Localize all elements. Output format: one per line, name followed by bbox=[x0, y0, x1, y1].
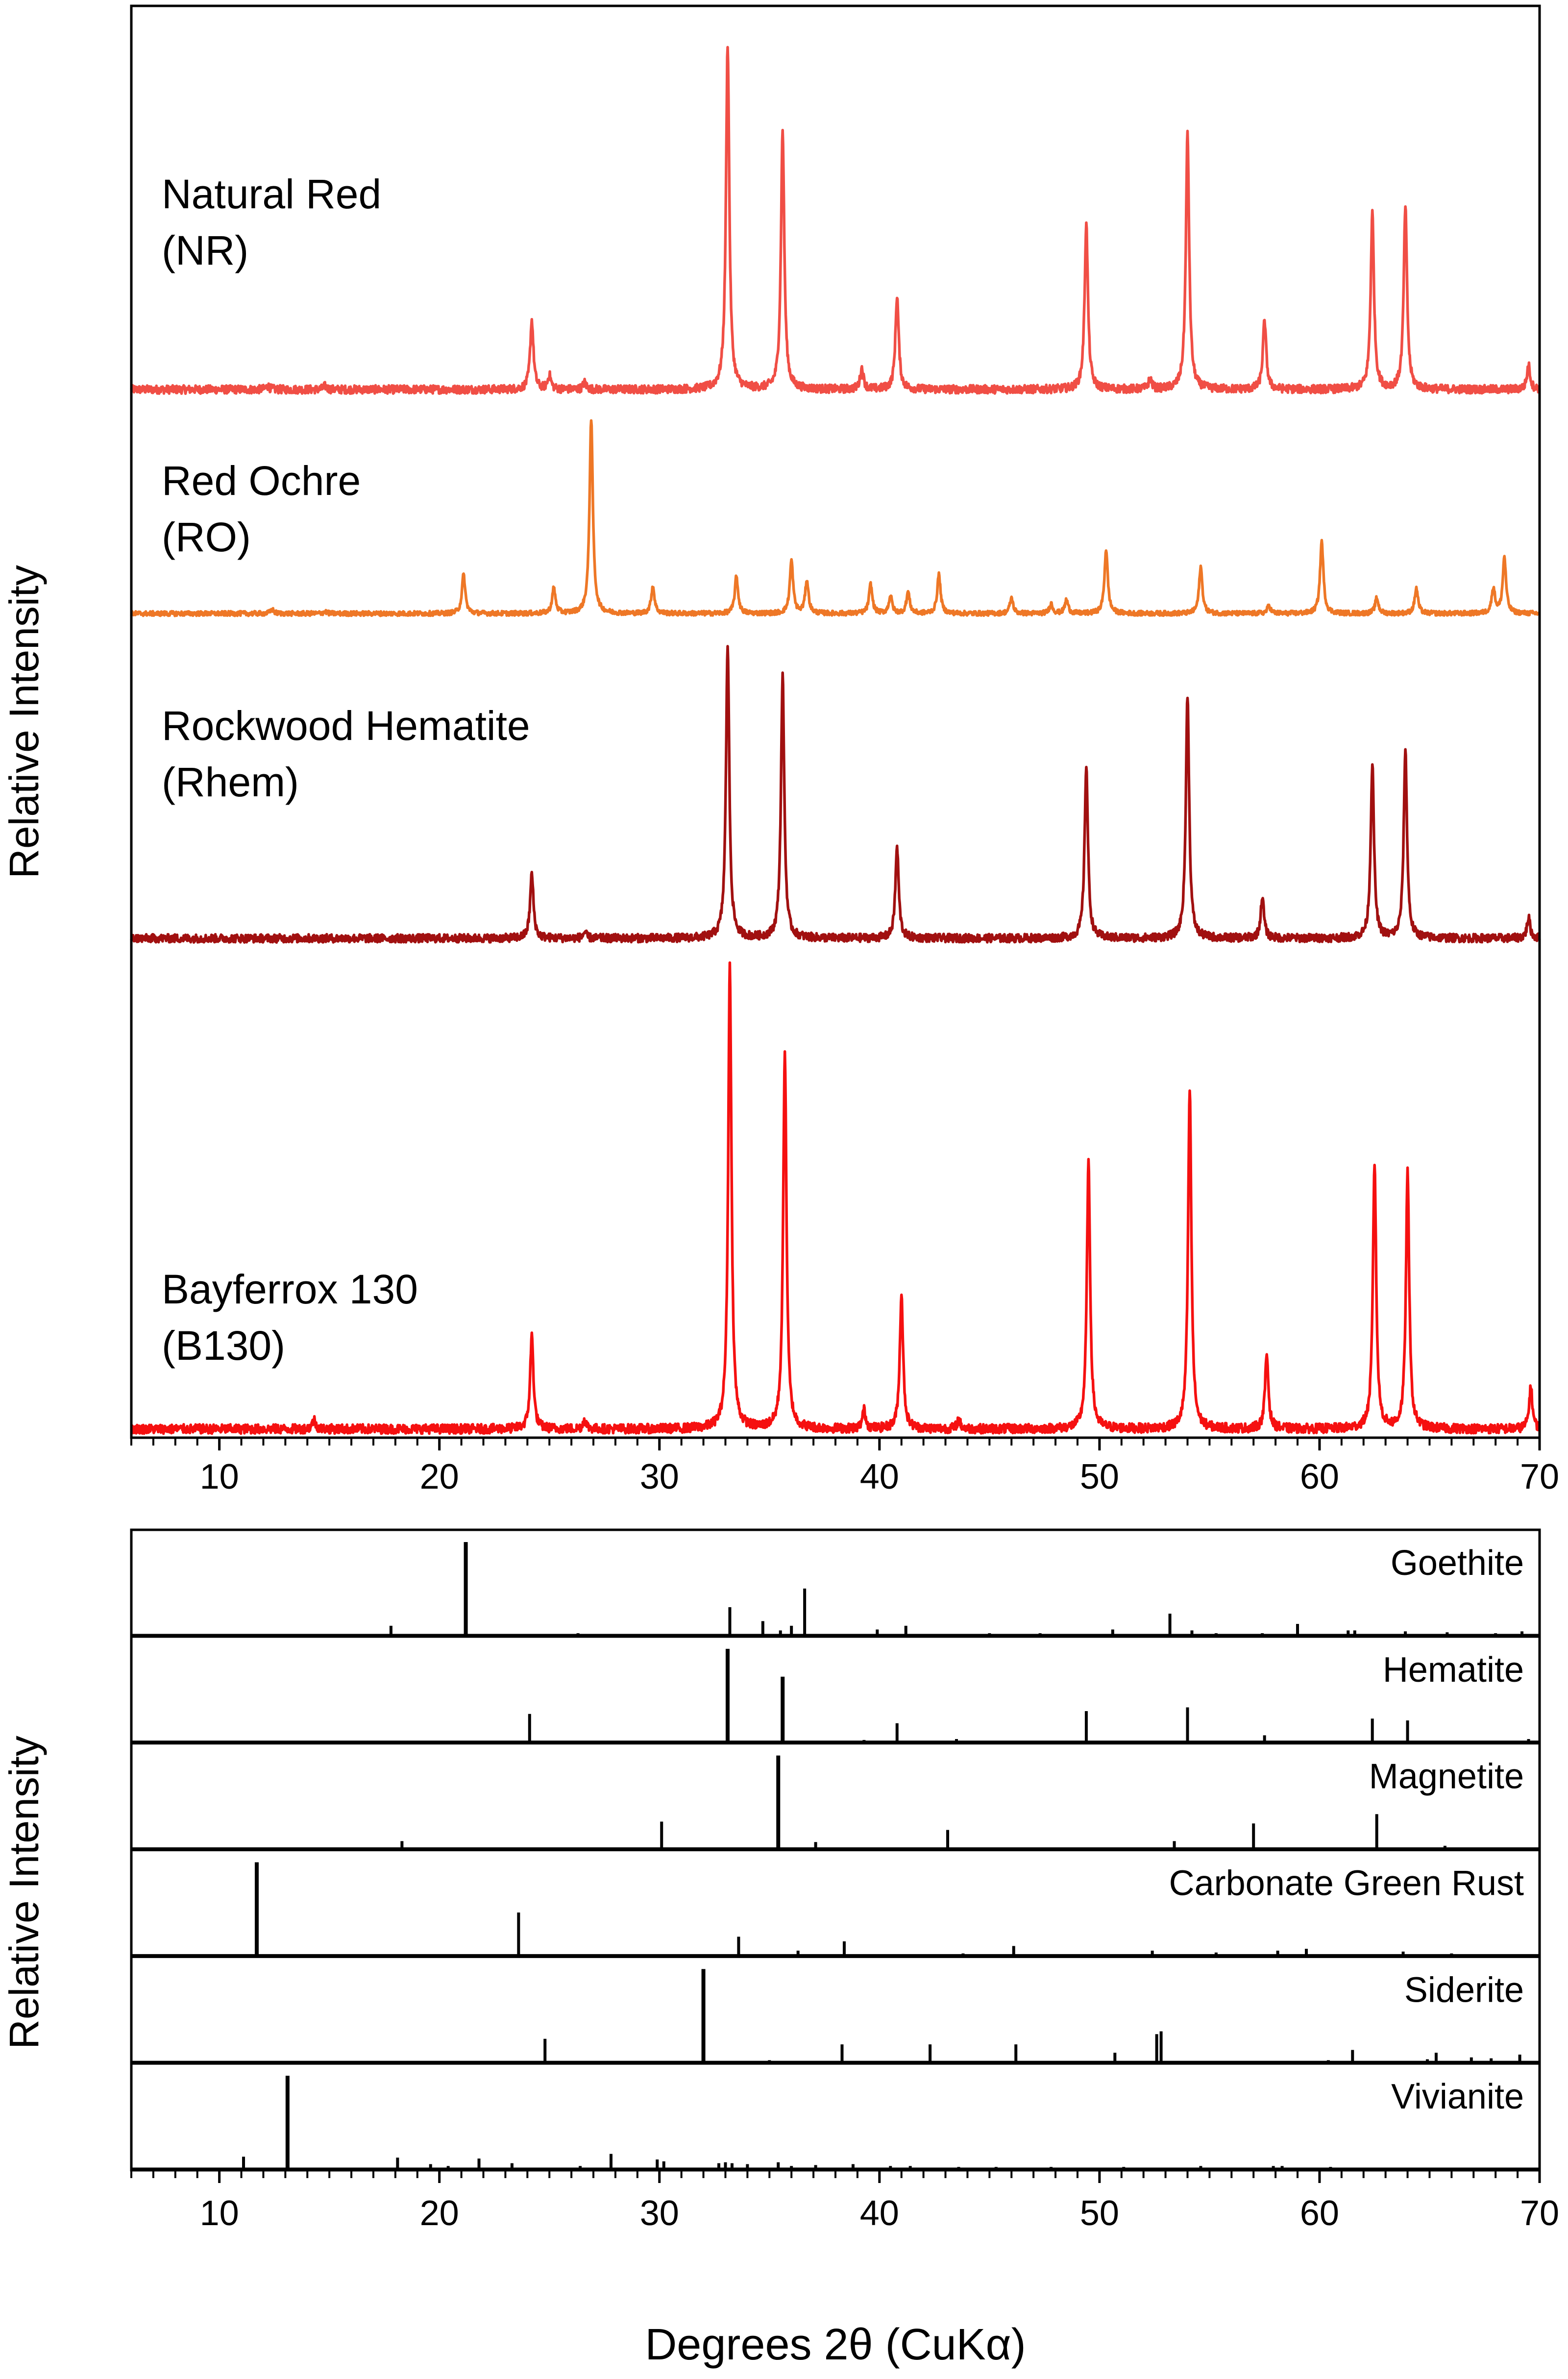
reference-patterns-panel: Goethite Hematite Magnetite Carbonate Green… bbox=[1, 1528, 1559, 2369]
top-tick-label-50: 50 bbox=[1080, 1457, 1119, 1496]
bottom-tick-label-40: 40 bbox=[860, 2194, 899, 2233]
top-tick-label-20: 20 bbox=[420, 1457, 459, 1496]
bottom-tick-label-20: 20 bbox=[420, 2194, 459, 2233]
reference-labels: Goethite Hematite Magnetite Carbonate Green… bbox=[1169, 1544, 1524, 2116]
series-label-rockwood-hematite-line2: (Rhem) bbox=[162, 759, 299, 805]
series-label-rockwood-hematite-line1: Rockwood Hematite bbox=[162, 703, 530, 749]
bottom-tick-label-60: 60 bbox=[1300, 2194, 1339, 2233]
series-label-bayferrox-130-line1: Bayferrox 130 bbox=[162, 1266, 418, 1312]
trace-rockwood-hematite bbox=[130, 645, 1541, 944]
x-axis-title: Degrees 2θ (CuKα) bbox=[645, 2320, 1026, 2369]
sample-labels: Natural Red (NR) Red Ochre (RO) Rockwood Hem… bbox=[162, 171, 530, 1369]
reference-dividers bbox=[131, 1635, 1540, 2065]
reference-sticks bbox=[131, 1542, 1540, 2170]
top-tick-label-10: 10 bbox=[200, 1457, 239, 1496]
reference-label-hematite: Hematite bbox=[1383, 1650, 1524, 1690]
top-tick-label-60: 60 bbox=[1300, 1457, 1339, 1496]
reference-label-siderite: Siderite bbox=[1404, 1970, 1524, 2010]
series-label-red-ochre-line2: (RO) bbox=[162, 514, 251, 560]
reference-label-magnetite: Magnetite bbox=[1369, 1757, 1524, 1796]
series-label-natural-red-line1: Natural Red bbox=[162, 171, 381, 217]
reference-label-goethite: Goethite bbox=[1391, 1544, 1524, 1583]
sample-patterns-panel: Natural Red (NR) Red Ochre (RO) Rockwood Hem… bbox=[1, 4, 1559, 1496]
trace-red-ochre bbox=[130, 419, 1541, 617]
top-tick-label-40: 40 bbox=[860, 1457, 899, 1496]
reference-label-carbonate-green-rust: Carbonate Green Rust bbox=[1169, 1864, 1524, 1903]
bottom-y-axis-label: Relative Intensity bbox=[1, 1736, 47, 2049]
series-label-bayferrox-130-line2: (B130) bbox=[162, 1323, 285, 1369]
top-tick-label-70: 70 bbox=[1520, 1457, 1559, 1496]
reference-label-vivianite: Vivianite bbox=[1391, 2077, 1524, 2116]
bottom-x-axis: 10 20 30 40 50 60 70 bbox=[130, 2170, 1559, 2233]
trace-natural-red bbox=[130, 46, 1541, 395]
trace-bayferrox-130 bbox=[130, 961, 1541, 1435]
bottom-tick-label-30: 30 bbox=[640, 2194, 679, 2233]
series-label-red-ochre-line1: Red Ochre bbox=[162, 458, 361, 504]
series-label-natural-red-line2: (NR) bbox=[162, 227, 248, 273]
bottom-tick-label-70: 70 bbox=[1520, 2194, 1559, 2233]
top-x-axis: 10 20 30 40 50 60 70 bbox=[130, 1438, 1559, 1496]
sample-traces bbox=[130, 46, 1541, 1435]
top-y-axis-label: Relative Intensity bbox=[1, 565, 47, 879]
bottom-tick-label-50: 50 bbox=[1080, 2194, 1119, 2233]
bottom-tick-label-10: 10 bbox=[200, 2194, 239, 2233]
top-tick-label-30: 30 bbox=[640, 1457, 679, 1496]
